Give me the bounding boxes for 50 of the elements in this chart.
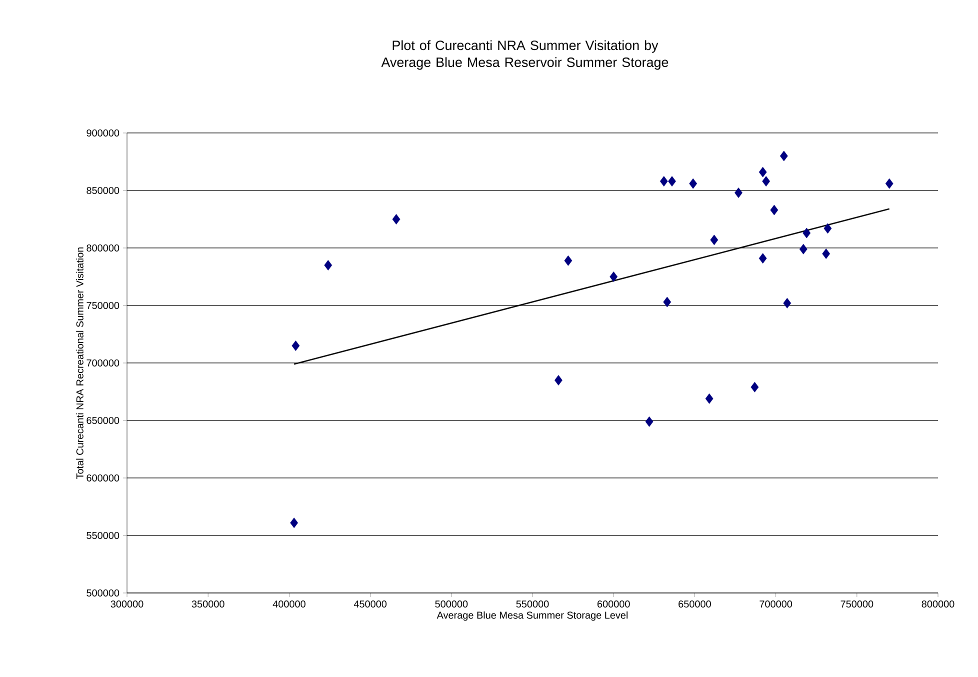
y-tick-label: 550000 [86, 532, 120, 540]
point [885, 178, 894, 189]
point [663, 296, 672, 308]
y-tick-label: 750000 [86, 302, 120, 310]
point [645, 416, 654, 427]
x-tick-label: 300000 [110, 600, 144, 608]
point [783, 298, 792, 308]
x-tick-label: 600000 [597, 600, 630, 608]
y-tick-label: 600000 [86, 474, 120, 482]
point [710, 234, 718, 246]
x-axis-title: Average Blue Mesa Summer Storage Level [436, 611, 628, 621]
point [564, 255, 572, 266]
point [824, 223, 832, 234]
point [392, 214, 400, 224]
x-tick-label: 400000 [272, 600, 306, 608]
point [802, 228, 811, 238]
point [705, 393, 714, 404]
point [610, 272, 618, 282]
x-tick-label: 350000 [192, 600, 224, 608]
point [324, 260, 332, 270]
x-tick-label: 500000 [435, 600, 468, 608]
point [762, 176, 770, 186]
point [822, 248, 830, 259]
y-tick-label: 650000 [86, 416, 120, 424]
point [758, 253, 767, 264]
y-tick-label: 900000 [86, 129, 120, 137]
chart-title: Plot of Curecanti NRA Summer Visitation by Average Blue Mesa Reservoir Summer Storage [381, 40, 668, 70]
y-tick-label: 850000 [86, 186, 120, 194]
point [689, 178, 698, 189]
point [554, 375, 562, 386]
x-tick-label: 450000 [354, 600, 387, 608]
x-tick-label: 750000 [840, 600, 874, 608]
y-tick-label: 700000 [86, 359, 120, 367]
y-axis-title: Total Curecanti NRA Recreational Summer Visitation [76, 247, 84, 479]
point [799, 244, 808, 254]
point [660, 176, 668, 186]
x-tick-label: 700000 [760, 600, 792, 608]
x-tick-label: 550000 [516, 600, 549, 608]
x-tick-label: 800000 [922, 600, 954, 608]
y-tick-label: 500000 [86, 589, 120, 597]
x-tick-label: 650000 [678, 600, 711, 608]
point [780, 150, 788, 162]
point [758, 166, 767, 178]
point [290, 518, 298, 528]
point [734, 188, 742, 198]
point [668, 176, 676, 186]
point [750, 382, 759, 392]
y-tick-label: 800000 [86, 244, 120, 252]
point [770, 204, 778, 216]
point [292, 340, 300, 351]
